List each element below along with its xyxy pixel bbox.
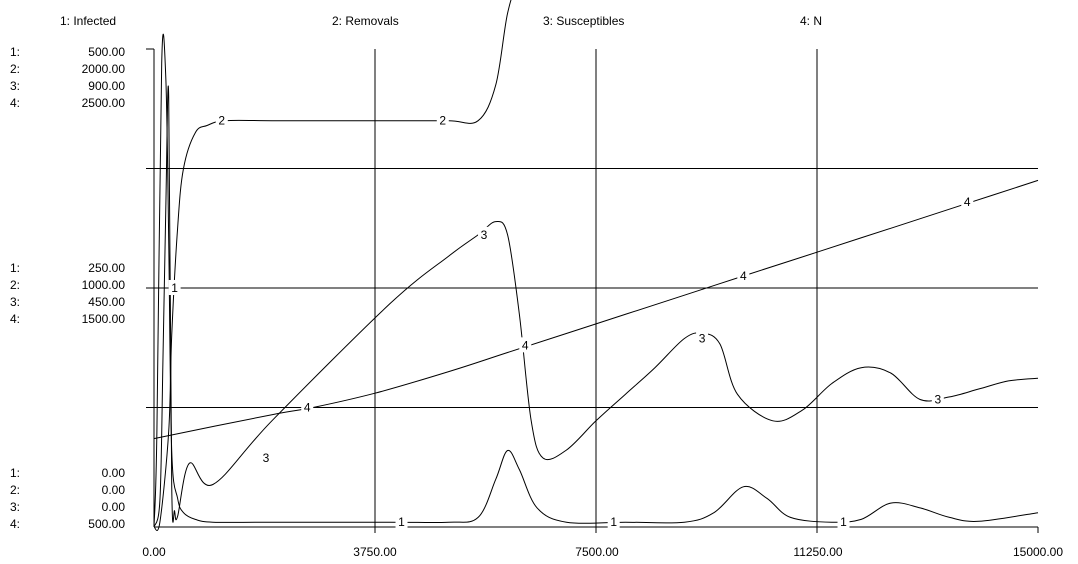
y-axis-value: 2000.00	[82, 62, 126, 76]
series-label-bg-n	[961, 193, 974, 209]
series-label-bg-infected	[395, 514, 408, 530]
chart-legend: 1: Infected 2: Removals 3: Susceptibles …	[60, 14, 822, 28]
y-axis-prefix: 1:	[10, 466, 20, 480]
series-marker-susceptibles: 3	[263, 451, 270, 465]
y-axis-prefix: 2:	[10, 483, 20, 497]
series-label-bg-n	[519, 337, 532, 353]
y-axis-prefix: 3:	[10, 500, 20, 514]
y-axis-prefix: 1:	[10, 45, 20, 59]
plot-curve-labels: 1111222233334444	[168, 112, 974, 530]
legend-entry-n: 4: N	[800, 14, 822, 28]
series-marker-susceptibles: 3	[481, 228, 488, 242]
y-axis-value: 500.00	[88, 517, 125, 531]
y-axis-prefix: 3:	[10, 295, 20, 309]
series-marker-n: 4	[304, 401, 311, 415]
y-axis-value: 1000.00	[82, 278, 126, 292]
series-marker-removals: 2	[439, 114, 446, 128]
series-line-removals	[153, 0, 512, 532]
y-axis-block-middle: 1: 250.00 2: 1000.00 3: 450.00 4: 1500.0…	[10, 261, 125, 326]
y-axis-prefix: 4:	[10, 517, 20, 531]
series-label-bg-susceptibles	[931, 391, 944, 407]
x-axis: 0.00 3750.00 7500.00 11250.00 15000.00	[142, 545, 1063, 559]
x-tick-label: 11250.00	[793, 545, 842, 559]
series-marker-infected: 1	[610, 515, 617, 529]
series-marker-susceptibles: 3	[934, 393, 941, 407]
y-axis-prefix: 4:	[10, 312, 20, 326]
series-label-bg-susceptibles	[259, 449, 272, 465]
y-axis-value: 500.00	[88, 45, 125, 59]
series-marker-n: 4	[740, 269, 747, 283]
y-axis-value: 450.00	[88, 295, 125, 309]
y-axis-prefix: 2:	[10, 62, 20, 76]
series-marker-removals: 2	[218, 114, 225, 128]
y-axis-value: 900.00	[88, 79, 125, 93]
x-tick-label: 3750.00	[353, 545, 397, 559]
y-axis-value: 0.00	[102, 466, 126, 480]
series-label-bg-infected	[837, 514, 850, 530]
y-axis-value: 1500.00	[82, 312, 126, 326]
legend-entry-susceptibles: 3: Susceptibles	[543, 14, 624, 28]
y-axis-value: 250.00	[88, 261, 125, 275]
plot-grid	[146, 48, 1039, 533]
y-axis-value: 0.00	[102, 483, 126, 497]
x-tick-label: 15000.00	[1013, 545, 1063, 559]
legend-entry-removals: 2: Removals	[332, 14, 399, 28]
y-axis-value: 0.00	[102, 500, 126, 514]
y-axis-prefix: 1:	[10, 261, 20, 275]
series-label-bg-removals	[215, 112, 228, 128]
series-label-bg-susceptibles	[696, 330, 709, 346]
series-label-bg-infected	[168, 280, 181, 295]
y-axis-prefix: 2:	[10, 278, 20, 292]
y-axis-value: 2500.00	[82, 96, 126, 110]
series-label-bg-infected	[607, 514, 620, 530]
y-axis-block-bottom: 1: 0.00 2: 0.00 3: 0.00 4: 500.00	[10, 466, 125, 531]
y-axis-prefix: 4:	[10, 96, 20, 110]
series-marker-infected: 1	[398, 515, 405, 529]
series-label-bg-n	[737, 268, 750, 284]
y-axis-block-top: 1: 500.00 2: 2000.00 3: 900.00 4: 2500.0…	[10, 45, 125, 110]
series-label-bg-n	[301, 399, 314, 415]
series-marker-n: 4	[964, 195, 971, 209]
y-axis-prefix: 3:	[10, 79, 20, 93]
x-tick-label: 0.00	[142, 545, 166, 559]
series-marker-infected: 1	[840, 515, 847, 529]
series-label-bg-removals	[436, 112, 449, 128]
series-label-bg-susceptibles	[478, 226, 491, 242]
series-marker-n: 4	[522, 338, 529, 352]
legend-entry-infected: 1: Infected	[60, 14, 116, 28]
series-marker-susceptibles: 3	[699, 331, 706, 345]
series-marker-infected: 1	[171, 281, 178, 295]
x-tick-label: 7500.00	[575, 545, 619, 559]
